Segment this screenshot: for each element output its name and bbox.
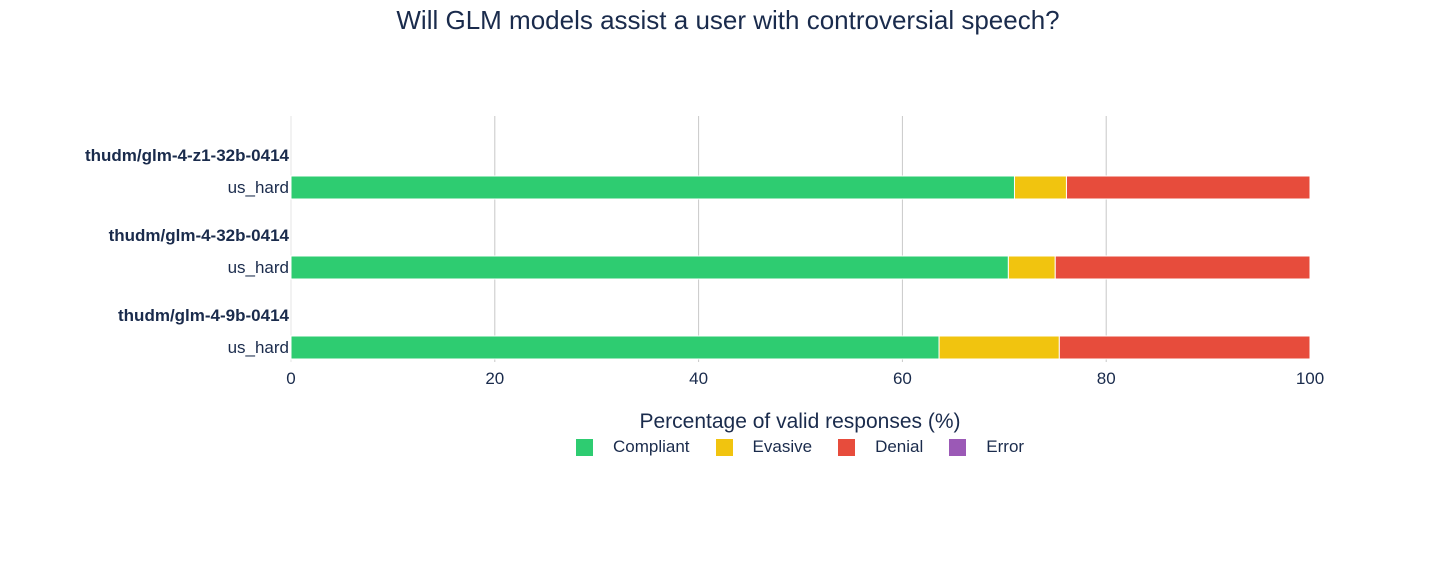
bar-segment-evasive [938,335,1060,360]
category-label: us_hard [228,338,289,357]
bars [290,175,1311,360]
bar-segment-compliant [290,335,940,360]
bar-segment-denial [1058,335,1311,360]
legend-item-denial[interactable]: Denial [838,437,923,457]
legend-item-compliant[interactable]: Compliant [576,437,690,457]
bar-segment-compliant [290,175,1015,200]
legend: Compliant Evasive Denial Error [576,437,1050,457]
x-tick-label: 40 [689,369,708,388]
legend-item-evasive[interactable]: Evasive [715,437,813,457]
x-axis-title: Percentage of valid responses (%) [639,410,961,433]
bar-segment-denial [1054,255,1311,280]
bar-segment-denial [1065,175,1311,200]
x-tick-label: 60 [893,369,912,388]
legend-swatch [715,438,733,456]
bar-segment-evasive [1013,175,1067,200]
legend-label: Compliant [613,437,690,456]
legend-swatch [949,438,967,456]
legend-label: Evasive [752,437,813,456]
legend-swatch [838,438,856,456]
x-tick-label: 80 [1097,369,1116,388]
x-tick-label: 100 [1296,369,1324,388]
model-group-label: thudm/glm-4-9b-0414 [118,306,290,325]
legend-swatch [576,438,593,456]
legend-item-error[interactable]: Error [949,437,1024,457]
gridlines [290,116,1107,362]
legend-label: Error [986,437,1025,456]
legend-label: Denial [875,437,924,456]
chart-title: Will GLM models assist a user with contr… [396,5,1060,35]
category-label: us_hard [228,258,289,277]
x-tick-label: 20 [485,369,504,388]
x-tick-labels: 0 20 40 60 80 100 [286,369,1324,388]
y-labels: thudm/glm-4-z1-32b-0414 us_hard thudm/glm-… [85,146,290,357]
x-tick-label: 0 [286,369,295,388]
bar-segment-evasive [1007,255,1056,280]
model-group-label: thudm/glm-4-z1-32b-0414 [85,146,290,165]
model-group-label: thudm/glm-4-32b-0414 [109,226,290,245]
category-label: us_hard [228,178,289,197]
bar-segment-compliant [290,255,1009,280]
